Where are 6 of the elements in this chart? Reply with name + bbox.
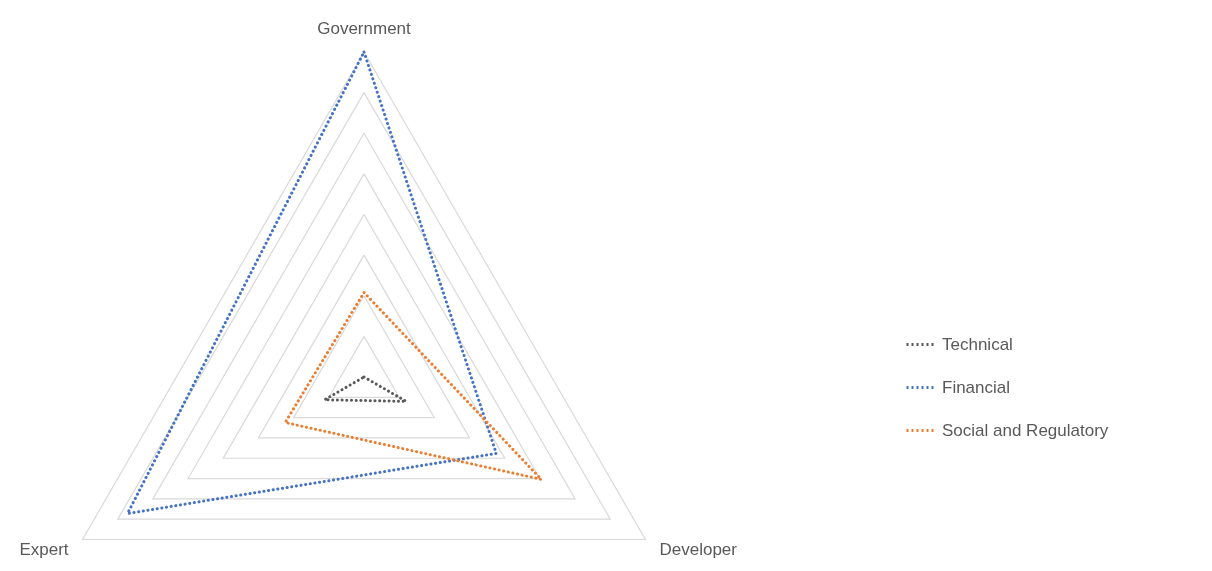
legend-label: Technical	[942, 334, 1013, 354]
spoke-label: Developer	[659, 539, 738, 559]
spoke-label: Expert	[19, 539, 69, 559]
spoke-label: Government	[317, 19, 412, 38]
legend-label: Financial	[942, 377, 1011, 397]
legend-label: Social and Regulatory	[942, 420, 1109, 440]
